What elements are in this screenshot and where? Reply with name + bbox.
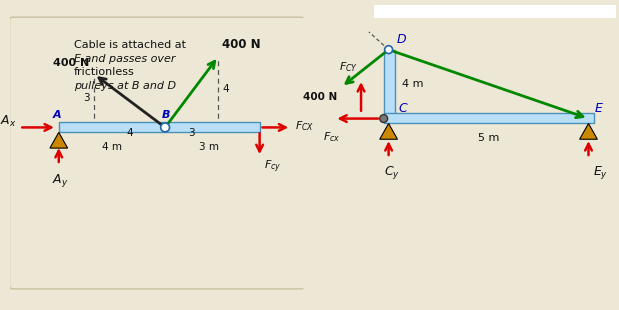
Text: 400 N: 400 N xyxy=(222,38,261,51)
Text: 400 N: 400 N xyxy=(303,92,337,102)
Circle shape xyxy=(161,123,170,132)
Text: $C$: $C$ xyxy=(399,102,409,115)
FancyBboxPatch shape xyxy=(384,113,594,123)
Text: 4 m: 4 m xyxy=(402,79,424,89)
Text: $E_y$: $E_y$ xyxy=(594,164,608,181)
Polygon shape xyxy=(379,123,397,139)
Text: E and passes over: E and passes over xyxy=(74,54,175,64)
Text: $C_y$: $C_y$ xyxy=(384,164,399,181)
FancyBboxPatch shape xyxy=(9,17,304,289)
Text: 4: 4 xyxy=(126,128,133,138)
Text: 3 m: 3 m xyxy=(199,142,219,152)
Text: $D$: $D$ xyxy=(397,33,407,46)
Text: frictionless: frictionless xyxy=(74,67,134,78)
Text: $F_{CX}$: $F_{CX}$ xyxy=(295,120,314,133)
FancyBboxPatch shape xyxy=(59,122,259,132)
FancyBboxPatch shape xyxy=(374,5,616,175)
Text: $F_{CY}$: $F_{CY}$ xyxy=(339,60,358,74)
Text: $E$: $E$ xyxy=(594,102,604,115)
Text: 4: 4 xyxy=(222,84,229,94)
Text: $A_x$: $A_x$ xyxy=(0,114,17,129)
Text: B: B xyxy=(162,109,170,120)
Text: Cable is attached at: Cable is attached at xyxy=(74,40,186,50)
Text: $F_{cy}$: $F_{cy}$ xyxy=(264,159,281,175)
Text: 5 m: 5 m xyxy=(478,133,500,143)
Polygon shape xyxy=(50,132,67,148)
Text: 3: 3 xyxy=(84,93,90,103)
FancyBboxPatch shape xyxy=(301,18,618,288)
Text: 3: 3 xyxy=(188,128,195,138)
Circle shape xyxy=(379,115,387,122)
Text: pulleys at B and D: pulleys at B and D xyxy=(74,81,176,91)
Text: $A_y$: $A_y$ xyxy=(53,172,69,189)
Text: $F_{cx}$: $F_{cx}$ xyxy=(323,131,340,144)
FancyBboxPatch shape xyxy=(384,50,394,118)
Text: 400 N: 400 N xyxy=(53,58,89,69)
Circle shape xyxy=(384,46,392,54)
Text: 4 m: 4 m xyxy=(102,142,122,152)
Polygon shape xyxy=(579,123,597,139)
Text: A: A xyxy=(53,109,61,120)
